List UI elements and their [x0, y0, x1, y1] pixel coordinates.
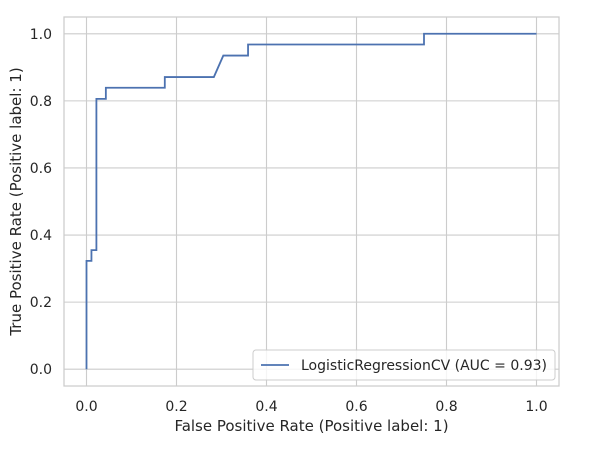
x-tick-label: 0.4 [255, 399, 277, 415]
legend-label: LogisticRegressionCV (AUC = 0.93) [301, 358, 547, 374]
x-tick-label: 0.6 [345, 399, 367, 415]
x-tick-labels: 0.0 0.2 0.4 0.6 0.8 1.0 [75, 399, 547, 415]
x-tick-label: 0.0 [75, 399, 97, 415]
y-tick-label: 1.0 [30, 27, 52, 43]
x-tick-label: 0.8 [435, 399, 457, 415]
series-layer [85, 32, 537, 370]
plot-frame [63, 16, 560, 387]
x-tick-label: 1.0 [525, 399, 547, 415]
y-tick-label: 0.0 [30, 362, 52, 378]
roc-curve-line [85, 32, 537, 370]
y-axis-label: True Positive Rate (Positive label: 1) [7, 67, 25, 336]
y-tick-label: 0.2 [30, 295, 52, 311]
y-tick-label: 0.6 [30, 161, 52, 177]
x-tick-label: 0.2 [165, 399, 187, 415]
grid [64, 17, 559, 386]
legend: LogisticRegressionCV (AUC = 0.93) [252, 349, 556, 381]
y-tick-label: 0.4 [30, 228, 52, 244]
x-axis-label: False Positive Rate (Positive label: 1) [174, 417, 448, 435]
legend-box [252, 349, 556, 381]
y-tick-label: 0.8 [30, 94, 52, 110]
y-tick-labels: 0.0 0.2 0.4 0.6 0.8 1.0 [30, 27, 52, 378]
